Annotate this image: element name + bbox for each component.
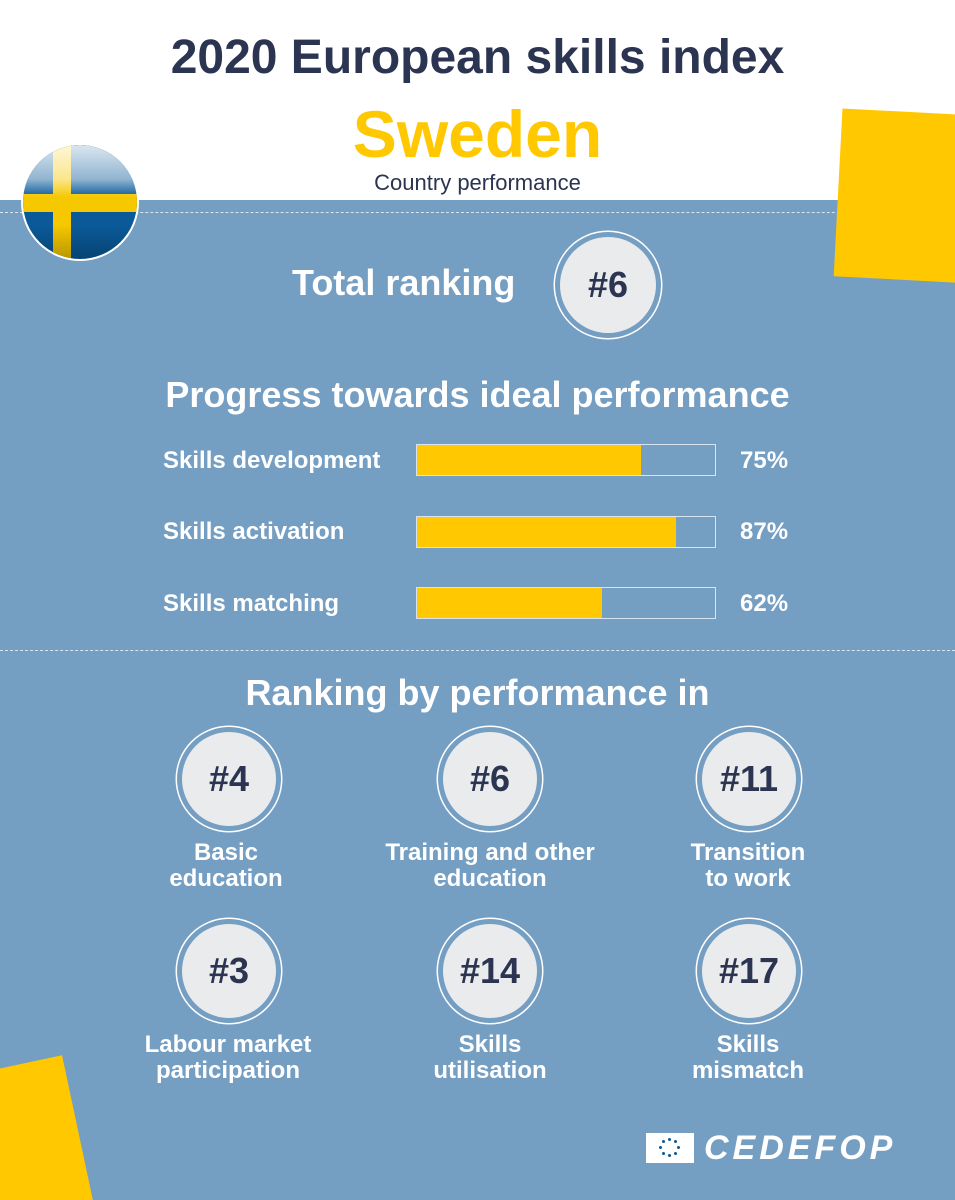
progress-value-skills-matching: 62% [740,590,789,617]
progress-bar-skills-development [416,444,716,476]
eu-flag-icon [646,1133,694,1163]
progress-label-skills-development: Skills development [163,447,381,474]
progress-label-skills-matching: Skills matching [163,590,340,617]
progress-bar-skills-activation [416,516,716,548]
rank-label-skills-mismatch: Skills mismatch [691,1031,805,1084]
middle-divider [0,650,955,651]
total-ranking-badge: #6 [560,237,656,333]
page-subtitle: Country performance [374,170,581,195]
ranking-section-title: Ranking by performance in [245,672,710,713]
top-divider [0,212,955,213]
progress-fill [417,588,602,618]
cedefop-wordmark: CEDEFOP [704,1129,897,1167]
decor-yellow-shape-top [833,108,955,284]
content-panel [0,200,955,1200]
rank-badge-training-education: #6 [443,732,537,826]
progress-fill [417,445,641,475]
progress-value-skills-activation: 87% [740,518,789,545]
rank-badge-skills-utilisation: #14 [443,924,537,1018]
page-title: 2020 European skills index [170,31,785,84]
country-name: Sweden [352,97,603,171]
sweden-flag-icon [23,145,137,259]
rank-badge-transition-to-work: #11 [702,732,796,826]
progress-value-skills-development: 75% [740,447,789,474]
rank-label-basic-education: Basic education [169,839,283,892]
rank-label-skills-utilisation: Skills utilisation [433,1031,547,1084]
total-ranking-label: Total ranking [292,262,516,303]
rank-badge-skills-mismatch: #17 [702,924,796,1018]
progress-label-skills-activation: Skills activation [163,518,345,545]
progress-section-title: Progress towards ideal performance [165,374,790,415]
progress-fill [417,517,677,547]
progress-bar-skills-matching [416,587,716,619]
rank-label-labour-market: Labour market participation [144,1031,312,1084]
rank-label-training-education: Training and other education [385,839,595,892]
rank-badge-basic-education: #4 [182,732,276,826]
cedefop-logo: CEDEFOP [646,1129,916,1169]
rank-label-transition-to-work: Transition to work [690,839,806,892]
rank-badge-labour-market: #3 [182,924,276,1018]
